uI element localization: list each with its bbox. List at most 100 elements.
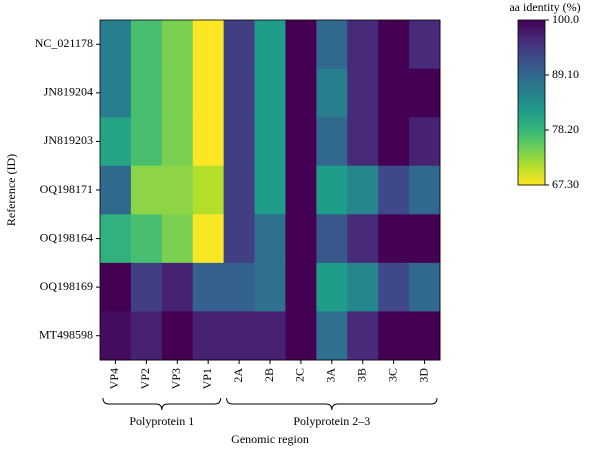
colorbar-frame <box>517 19 546 186</box>
colorbar-segment <box>518 127 545 131</box>
colorbar-segment <box>518 53 545 57</box>
colorbar-segment <box>518 102 545 106</box>
y-tick-label: OQ198171 <box>40 182 93 196</box>
colorbar-segment <box>518 174 545 178</box>
colorbar-segment <box>518 171 545 175</box>
colorbar-segment <box>518 99 545 103</box>
x-tick-label: 2C <box>293 368 307 382</box>
heatmap-cell <box>254 117 286 167</box>
heatmap-cell <box>192 311 225 361</box>
x-tick-label: 2B <box>262 368 276 382</box>
heatmap-cell <box>161 165 194 215</box>
heatmap-cell <box>316 68 348 118</box>
y-tick-label: NC_021178 <box>35 36 93 50</box>
heatmap-cell <box>409 117 441 167</box>
heatmap-cell <box>100 117 132 167</box>
x-tick-label: 3A <box>324 368 338 383</box>
colorbar-segment <box>518 143 545 147</box>
y-axis-label: Reference (ID) <box>4 154 18 226</box>
heatmap-cell <box>254 68 286 118</box>
heatmap-cell <box>100 20 132 70</box>
heatmap-cell <box>223 262 256 312</box>
colorbar-segment <box>518 168 545 172</box>
colorbar-segment <box>518 146 545 150</box>
heatmap-cell <box>347 214 379 264</box>
heatmap-cell <box>161 214 194 264</box>
colorbar-segment <box>518 28 545 32</box>
heatmap-cell <box>347 20 379 70</box>
colorbar-segment <box>518 88 545 92</box>
group-label: Polyprotein 2–3 <box>293 414 370 428</box>
heatmap-cell <box>100 68 132 118</box>
colorbar-segment <box>518 152 545 156</box>
colorbar-segment <box>518 110 545 114</box>
heatmap-cell <box>316 311 348 361</box>
heatmap-cell <box>285 311 317 361</box>
colorbar-segment <box>518 94 545 98</box>
heatmap-cell <box>223 68 256 118</box>
colorbar-tick-label: 100.0 <box>552 12 579 26</box>
colorbar-segment <box>518 141 545 145</box>
heatmap-cell <box>347 311 379 361</box>
group-label: Polyprotein 1 <box>129 414 194 428</box>
x-tick-label: 2A <box>231 368 245 383</box>
heatmap-cell <box>223 20 256 70</box>
x-tick-label: VP2 <box>138 368 152 389</box>
colorbar-segment <box>518 135 545 139</box>
colorbar-segment <box>518 154 545 158</box>
heatmap-cell <box>161 262 194 312</box>
heatmap-cell <box>347 68 379 118</box>
x-tick-label: VP1 <box>200 368 214 389</box>
heatmap-cell <box>130 214 163 264</box>
colorbar-segment <box>518 138 545 142</box>
colorbar-label: aa identity (%) <box>509 0 580 14</box>
heatmap-cell <box>347 262 379 312</box>
colorbar-segment <box>518 22 545 26</box>
heatmap-cell <box>192 165 225 215</box>
heatmap-frame <box>99 19 441 361</box>
colorbar-segment <box>518 42 545 46</box>
heatmap-cell <box>378 117 410 167</box>
heatmap-cell <box>285 262 317 312</box>
colorbar-segment <box>518 72 545 76</box>
colorbar-segment <box>518 69 545 73</box>
heatmap-cell <box>378 20 410 70</box>
heatmap-cell <box>347 165 379 215</box>
heatmap-cell <box>100 262 132 312</box>
x-axis-label: Genomic region <box>231 432 309 446</box>
heatmap-cell <box>347 117 379 167</box>
colorbar-segment <box>518 116 545 120</box>
heatmap-cell <box>316 214 348 264</box>
colorbar-segment <box>518 36 545 40</box>
colorbar-tick-label: 78.20 <box>552 122 579 136</box>
x-tick-label: VP4 <box>107 368 121 389</box>
heatmap-cell <box>378 311 410 361</box>
heatmap-cell <box>409 20 441 70</box>
heatmap-cell <box>192 68 225 118</box>
heatmap-cell <box>285 68 317 118</box>
colorbar-segment <box>518 55 545 59</box>
heatmap-cell <box>285 165 317 215</box>
colorbar-segment <box>518 97 545 101</box>
heatmap-cell <box>254 262 286 312</box>
heatmap-cell <box>161 117 194 167</box>
heatmap-cell <box>161 311 194 361</box>
heatmap-cell <box>223 311 256 361</box>
colorbar-segment <box>518 20 545 24</box>
heatmap-cell <box>130 311 163 361</box>
heatmap-cell <box>285 20 317 70</box>
heatmap-cell <box>223 214 256 264</box>
x-tick-label: 3C <box>385 368 399 382</box>
colorbar-segment <box>518 44 545 48</box>
colorbar-segment <box>518 25 545 29</box>
colorbar-segment <box>518 86 545 90</box>
heatmap-cell <box>192 117 225 167</box>
heatmap-cell <box>192 262 225 312</box>
colorbar-segment <box>518 77 545 81</box>
heatmap-cell <box>100 165 132 215</box>
colorbar-tick-label: 89.10 <box>552 67 579 81</box>
colorbar-segment <box>518 179 545 183</box>
colorbar-segment <box>518 130 545 134</box>
colorbar-segment <box>518 91 545 95</box>
colorbar-segment <box>518 157 545 161</box>
